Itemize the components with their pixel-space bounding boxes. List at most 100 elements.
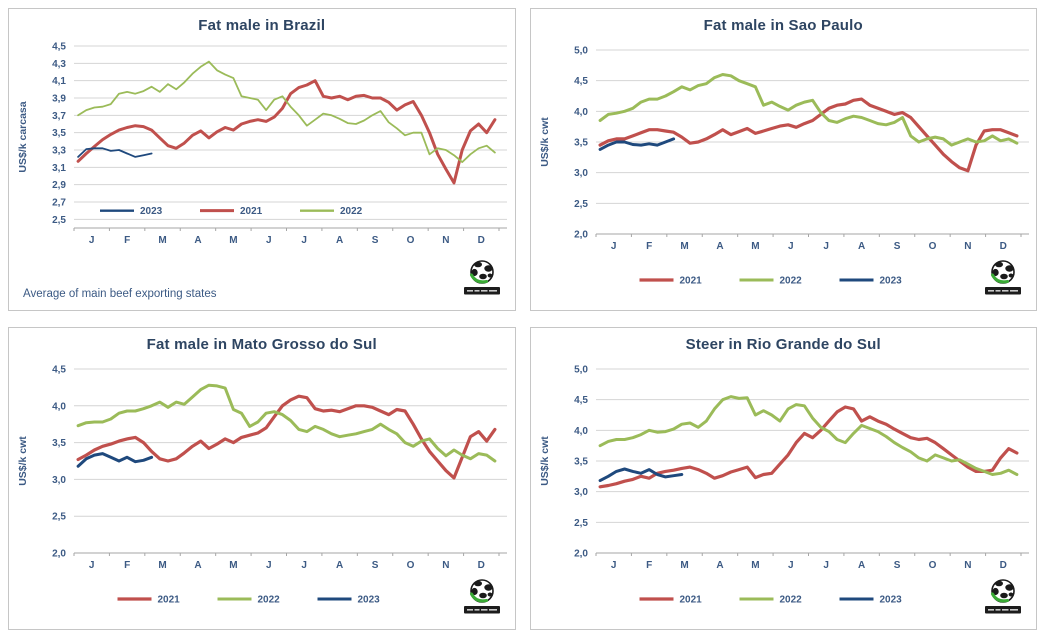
page-title: Fat male in Mato Grosso do Sul <box>146 336 377 353</box>
month-label: J <box>302 560 308 571</box>
chart-panel-rio-grande: Steer in Rio Grande do Sul 5,0 4,5 4,0 3,5 3… <box>529 327 1037 630</box>
legend-label-2021: 2021 <box>679 276 702 287</box>
y-tick-label: 2,5 <box>574 518 588 529</box>
month-label: J <box>266 560 272 571</box>
globe-logo <box>460 578 503 621</box>
y-tick-label: 2,7 <box>52 198 66 209</box>
y-tick-label: 4,0 <box>574 107 588 118</box>
y-tick-label: 4,1 <box>52 76 66 87</box>
month-label: J <box>302 235 308 246</box>
legend: 2021 2022 2023 <box>639 595 902 606</box>
month-label: N <box>964 560 971 571</box>
y-tick-label: 4,0 <box>574 426 588 437</box>
y-tick-label: 4,0 <box>52 401 66 412</box>
chart-footnote: Average of main beef exporting states <box>23 288 217 300</box>
month-label: A <box>336 235 343 246</box>
month-label: D <box>999 241 1006 252</box>
y-tick-label: 3,0 <box>52 475 66 486</box>
page-title: Fat male in Sao Paulo <box>703 17 863 34</box>
chart-panel-brazil: Fat male in Brazil 4,5 4,3 4,1 3,9 3,7 3,5 3,3… <box>8 8 516 311</box>
series-line-2022 <box>598 73 1019 147</box>
y-axis-label: US$/k cwt <box>539 436 551 486</box>
month-label: J <box>611 560 617 571</box>
month-label: S <box>893 560 900 571</box>
legend-label-2023: 2023 <box>879 595 902 606</box>
series-line-2021 <box>598 97 1019 173</box>
month-label: J <box>823 560 829 571</box>
legend-label-2022: 2022 <box>258 595 281 606</box>
y-axis-label: US$/k cwt <box>17 436 29 486</box>
x-axis <box>73 227 508 231</box>
month-label: A <box>195 560 202 571</box>
series-line-2022 <box>77 60 497 164</box>
month-label: A <box>858 560 865 571</box>
line-chart-brazil: 4,5 4,3 4,1 3,9 3,7 3,5 3,3 3,1 2,9 2,7 2,5 J F M A M J J… <box>17 42 508 246</box>
series-lines <box>76 60 497 185</box>
month-label: M <box>751 560 759 571</box>
series-line-2023 <box>598 137 675 151</box>
series-lines <box>76 383 497 480</box>
y-tick-label: 2,9 <box>52 180 66 191</box>
x-axis <box>595 552 1029 556</box>
month-label: F <box>646 241 652 252</box>
month-label: O <box>928 241 936 252</box>
y-tick-label: 4,5 <box>52 365 66 376</box>
month-label: O <box>407 235 415 246</box>
y-tick-label: 2,0 <box>574 230 588 241</box>
month-label: F <box>124 235 130 246</box>
y-tick-label: 3,0 <box>574 487 588 498</box>
y-tick-label: 4,5 <box>574 76 588 87</box>
month-label: J <box>611 241 617 252</box>
series-line-2021 <box>76 394 497 480</box>
month-label: D <box>478 560 485 571</box>
globe-logo-icon <box>463 260 500 295</box>
month-label: J <box>89 560 95 571</box>
legend-label-2021: 2021 <box>158 595 181 606</box>
month-label: M <box>229 560 237 571</box>
month-label: A <box>716 560 723 571</box>
y-tick-label: 3,5 <box>574 138 588 149</box>
globe-logo <box>982 259 1024 302</box>
month-label: N <box>443 560 450 571</box>
legend: 2021 2022 2023 <box>117 595 380 606</box>
month-label: J <box>788 241 794 252</box>
series-line-2022 <box>598 395 1019 476</box>
legend-label-2022: 2022 <box>779 595 802 606</box>
y-tick-label: 4,5 <box>574 395 588 406</box>
y-tick-label: 2,0 <box>574 549 588 560</box>
y-tick-labels: 4,5 4,3 4,1 3,9 3,7 3,5 3,3 3,1 2,9 2,7 2,5 <box>52 42 66 226</box>
page-title: Steer in Rio Grande do Sul <box>685 336 881 353</box>
chart-panel-mato-grosso: Fat male in Mato Grosso do Sul 4,5 4,0 3,5… <box>8 327 516 630</box>
series-line-2023 <box>76 452 154 468</box>
series-line-2023 <box>77 147 153 158</box>
month-label: A <box>195 235 202 246</box>
month-label: N <box>964 241 971 252</box>
y-tick-label: 4,5 <box>52 42 66 53</box>
globe-logo-icon <box>985 260 1021 295</box>
month-label: M <box>159 235 167 246</box>
month-label: M <box>751 241 759 252</box>
month-label: J <box>823 241 829 252</box>
month-label: M <box>229 235 237 246</box>
globe-logo-icon <box>985 579 1021 614</box>
chart-panel-sao-paulo: Fat male in Sao Paulo 5,0 4,5 4,0 3,5 3,0 2,5… <box>529 8 1037 311</box>
month-label: M <box>680 241 688 252</box>
legend-label-2022: 2022 <box>779 276 802 287</box>
globe-logo <box>460 259 503 302</box>
series-lines <box>598 73 1019 173</box>
month-label: N <box>443 235 450 246</box>
y-tick-labels: 4,5 4,0 3,5 3,0 2,5 2,0 <box>52 365 66 560</box>
y-tick-label: 3,3 <box>52 146 66 157</box>
month-label: D <box>478 235 485 246</box>
x-axis <box>73 552 508 556</box>
month-label: M <box>680 560 688 571</box>
y-axis-label: US$/k carcasa <box>17 101 29 172</box>
series-line-2021 <box>598 405 1019 489</box>
month-label: F <box>124 560 130 571</box>
month-label: D <box>999 560 1006 571</box>
y-tick-label: 4,3 <box>52 59 66 70</box>
